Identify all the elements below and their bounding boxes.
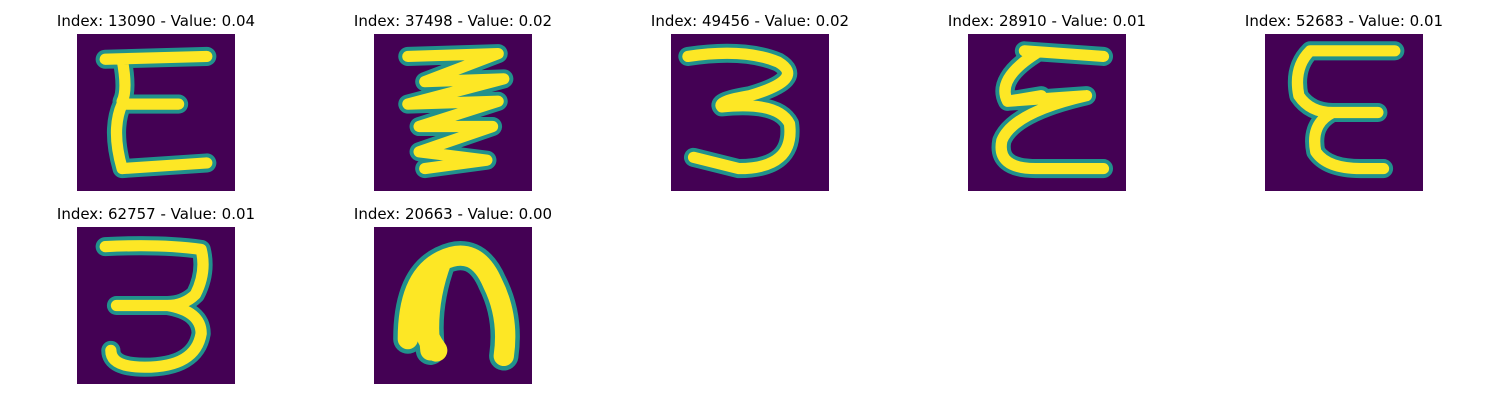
sample-image	[77, 34, 235, 191]
panel-title: Index: 28910 - Value: 0.01	[947, 12, 1147, 30]
panel-title: Index: 13090 - Value: 0.04	[56, 12, 256, 30]
panel-title: Index: 37498 - Value: 0.02	[353, 12, 553, 30]
sample-panel-3: Index: 49456 - Value: 0.02	[640, 12, 860, 197]
sample-image	[374, 227, 532, 384]
panel-title: Index: 49456 - Value: 0.02	[650, 12, 850, 30]
panel-title: Index: 52683 - Value: 0.01	[1244, 12, 1444, 30]
sample-panel-2: Index: 37498 - Value: 0.02	[343, 12, 563, 197]
sample-image	[671, 34, 829, 191]
sample-image	[968, 34, 1126, 191]
panel-title: Index: 62757 - Value: 0.01	[56, 205, 256, 223]
sample-panel-5: Index: 52683 - Value: 0.01	[1234, 12, 1454, 197]
sample-panel-6: Index: 62757 - Value: 0.01	[46, 205, 266, 390]
panel-title: Index: 20663 - Value: 0.00	[353, 205, 553, 223]
sample-image	[374, 34, 532, 191]
sample-panel-7: Index: 20663 - Value: 0.00	[343, 205, 563, 390]
sample-panel-4: Index: 28910 - Value: 0.01	[937, 12, 1157, 197]
sample-image	[1265, 34, 1423, 191]
sample-panel-1: Index: 13090 - Value: 0.04	[46, 12, 266, 197]
sample-image	[77, 227, 235, 384]
